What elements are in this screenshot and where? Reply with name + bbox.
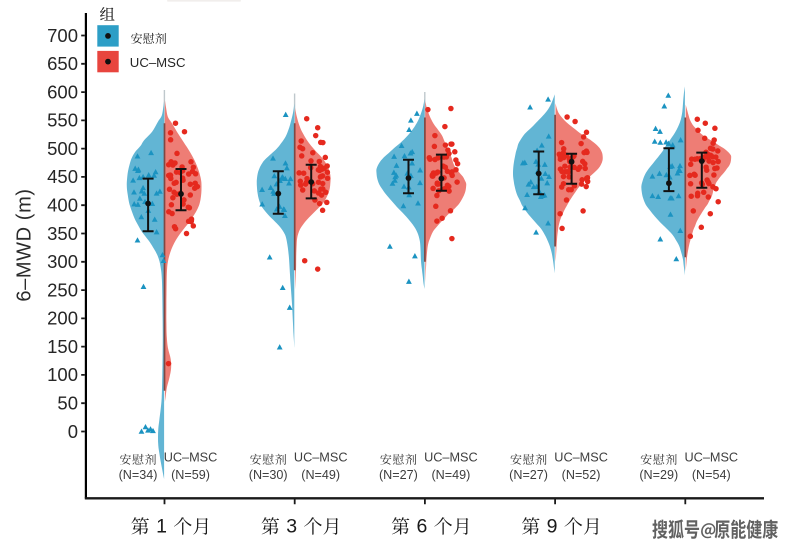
svg-text:400: 400 xyxy=(47,195,78,216)
svg-text:UC–MSC: UC–MSC xyxy=(685,450,739,464)
svg-text:3: 3 xyxy=(286,516,297,538)
svg-text:700: 700 xyxy=(47,25,78,46)
svg-text:(N=49): (N=49) xyxy=(301,468,340,482)
svg-text:100: 100 xyxy=(47,364,78,385)
svg-text:(N=34): (N=34) xyxy=(119,468,158,482)
svg-text:(N=54): (N=54) xyxy=(692,468,731,482)
svg-text:9: 9 xyxy=(547,516,558,538)
svg-text:550: 550 xyxy=(47,110,78,131)
svg-text:(N=59): (N=59) xyxy=(171,468,210,482)
svg-text:200: 200 xyxy=(47,308,78,329)
svg-text:UC–MSC: UC–MSC xyxy=(424,450,478,464)
svg-text:450: 450 xyxy=(47,166,78,187)
svg-text:UC–MSC: UC–MSC xyxy=(130,55,186,70)
svg-text:UC–MSC: UC–MSC xyxy=(164,450,218,464)
svg-text:UC–MSC: UC–MSC xyxy=(554,450,608,464)
svg-text:UC–MSC: UC–MSC xyxy=(294,450,348,464)
svg-text:300: 300 xyxy=(47,251,78,272)
svg-text:(N=27): (N=27) xyxy=(509,468,548,482)
svg-text:50: 50 xyxy=(57,393,78,414)
svg-text:6–MWD (m): 6–MWD (m) xyxy=(14,188,36,301)
svg-text:650: 650 xyxy=(47,53,78,74)
svg-text:(N=29): (N=29) xyxy=(639,468,678,482)
svg-text:500: 500 xyxy=(47,138,78,159)
svg-text:0: 0 xyxy=(68,421,78,442)
svg-text:(N=52): (N=52) xyxy=(562,468,601,482)
svg-text:1: 1 xyxy=(156,516,167,538)
svg-text:350: 350 xyxy=(47,223,78,244)
svg-text:6: 6 xyxy=(416,516,427,538)
svg-text:(N=49): (N=49) xyxy=(431,468,470,482)
svg-text:150: 150 xyxy=(47,336,78,357)
svg-text:250: 250 xyxy=(47,279,78,300)
svg-text:(N=30): (N=30) xyxy=(249,468,288,482)
svg-text:(N=27): (N=27) xyxy=(379,468,418,482)
svg-text:600: 600 xyxy=(47,81,78,102)
